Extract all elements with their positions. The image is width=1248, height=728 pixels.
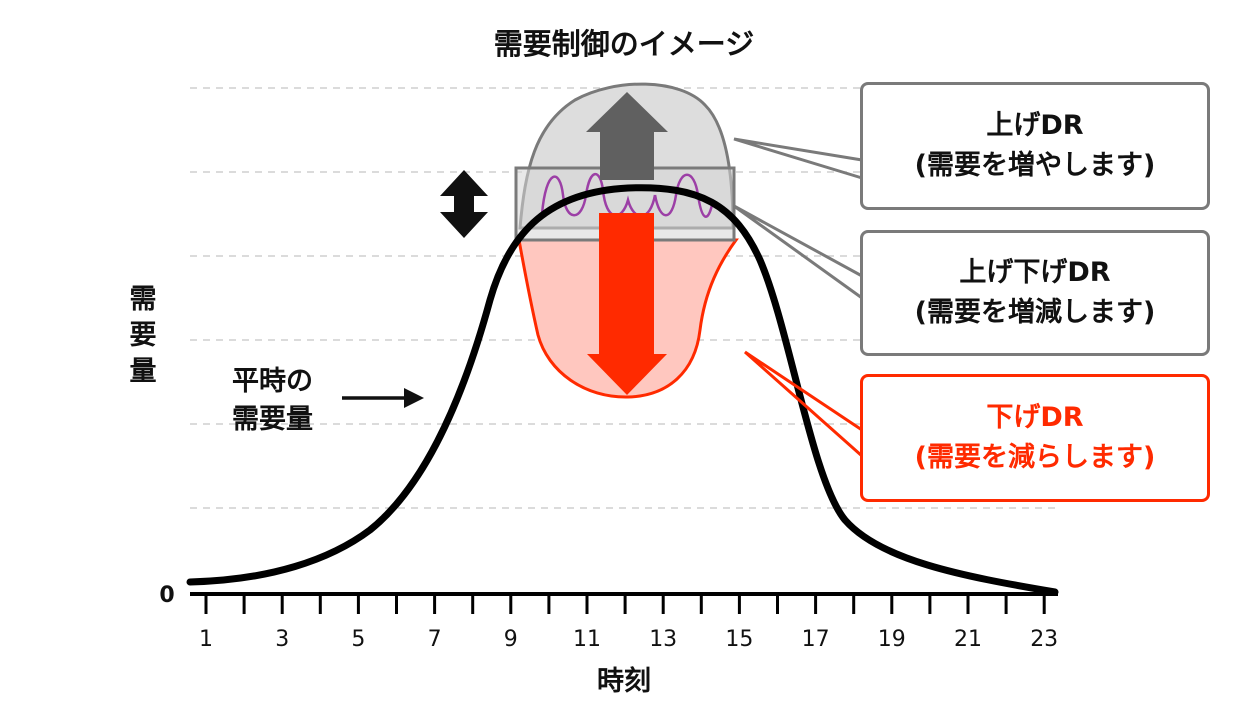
x-axis-ticks [204,594,1046,614]
x-tick-label: 3 [275,627,289,652]
updown-dr-title: 上げ下げDR [959,257,1111,288]
x-tick-label: 21 [954,627,982,652]
up-dr-title: 上げDR [986,110,1084,141]
normal-demand-label-line2: 需要量 [232,404,313,435]
normal-demand-label-line1: 平時の [232,366,313,397]
x-tick-label: 7 [428,627,442,652]
x-tick-label: 5 [351,627,365,652]
updown-connector [733,204,863,300]
up-dr-callout: 上げDR (需要を増やします) [860,82,1210,210]
x-tick-label: 19 [878,627,906,652]
normal-demand-curve [186,184,1059,596]
updown-dr-callout: 上げ下げDR (需要を増減します) [860,230,1210,356]
x-tick-label: 15 [725,627,753,652]
up-connector [733,137,863,180]
x-tick-label: 23 [1030,627,1058,652]
normal-demand-label: 平時の 需要量 [232,363,313,439]
up-dr-desc: (需要を増やします) [914,150,1156,181]
down-arrow [587,213,667,395]
x-axis-tick-labels: 1 3 5 7 9 11 13 15 17 19 21 23 [199,627,1058,652]
updown-dr-desc: (需要を増減します) [914,297,1156,328]
y-axis-label: 需要量 [129,284,157,387]
chart-title: 需要制御のイメージ [494,27,754,61]
x-tick-label: 11 [573,627,601,652]
down-dr-callout: 下げDR (需要を減らします) [860,374,1210,502]
x-tick-label: 17 [802,627,830,652]
down-dr-title: 下げDR [986,402,1084,433]
down-dr-desc: (需要を減らします) [914,442,1156,473]
x-tick-label: 1 [199,627,213,652]
callout-connectors [733,137,863,458]
down-connector [744,350,863,458]
updown-wave [540,172,714,218]
x-axis: 1 3 5 7 9 11 13 15 17 19 21 23 [190,592,1058,652]
normal-demand-pointer [342,388,424,408]
zero-label: 0 [159,583,174,608]
x-axis-label: 時刻 [597,665,651,697]
updown-wave-middle [601,189,657,218]
up-arrow [586,92,668,180]
x-tick-label: 9 [504,627,518,652]
x-tick-label: 13 [649,627,677,652]
double-arrow-icon [440,170,488,238]
